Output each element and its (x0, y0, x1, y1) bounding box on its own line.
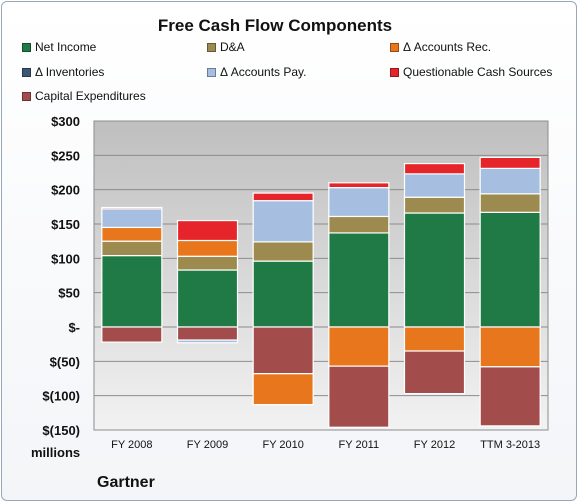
bar-segment-capital-expenditures (101, 326, 163, 343)
bar-segment-net-income (479, 211, 541, 328)
y-tick-label: $50 (58, 286, 80, 301)
x-tick-label: FY 2010 (262, 439, 303, 451)
x-tick-label: FY 2012 (414, 439, 455, 451)
legend-item-net-income: Net Income (22, 40, 96, 54)
legend-label: D&A (220, 40, 245, 54)
bar-segment-capital-expenditures (479, 366, 541, 427)
bar-segment-accounts-pay (101, 208, 163, 229)
x-tick-label: FY 2008 (111, 439, 152, 451)
legend-swatch (390, 67, 399, 77)
x-tick-label: FY 2009 (187, 439, 228, 451)
y-tick-label: $(50) (50, 354, 80, 369)
y-tick-label: $150 (51, 217, 80, 232)
legend-label: Net Income (35, 40, 97, 54)
bar-segment-d-a (176, 255, 239, 271)
bar-segment-questionable-cash-sources (403, 162, 466, 175)
bar-segment-accounts-pay (176, 339, 239, 344)
legend-label: Questionable Cash Sources (403, 65, 553, 79)
legend-swatch (22, 91, 31, 101)
y-tick-label: $(150) (42, 423, 80, 438)
bar-segment-net-income (176, 269, 239, 328)
bar-segment-accounts-rec (101, 226, 163, 242)
x-tick-label: TTM 3-2013 (480, 439, 540, 451)
y-tick-label: $300 (51, 114, 80, 129)
legend-label: Δ Accounts Pay. (220, 65, 307, 79)
legend-item-questionable-cash: Questionable Cash Sources (390, 65, 552, 79)
legend-item-d-and-a: D&A (207, 40, 245, 54)
bar-segment-capital-expenditures (328, 365, 390, 428)
legend-label: Δ Inventories (35, 65, 105, 79)
legend-label: Capital Expenditures (35, 89, 146, 103)
y-tick-label: $- (68, 320, 80, 335)
legend-item-accounts-pay: Δ Accounts Pay. (207, 65, 307, 79)
bar-segment-accounts-rec (403, 326, 466, 352)
legend-swatch (390, 42, 399, 52)
bar-segment-capital-expenditures (403, 350, 466, 395)
bar-segment-questionable-cash-sources (328, 182, 390, 189)
bar-segment-d-a (479, 193, 541, 213)
plot-area (93, 120, 549, 431)
bar-segment-accounts-rec (328, 326, 390, 367)
units-label: millions (31, 445, 81, 460)
y-tick-label: $(100) (42, 389, 80, 404)
bar-segment-accounts-rec (252, 373, 314, 406)
legend-swatch (207, 67, 216, 77)
legend-label: Δ Accounts Rec. (403, 40, 492, 54)
bar-segment-net-income (101, 254, 163, 328)
bar-segment-net-income (403, 212, 466, 328)
bar-segment-capital-expenditures (252, 326, 314, 375)
bar-segment-accounts-rec (479, 326, 541, 368)
brand-label: Gartner (97, 474, 155, 491)
y-tick-label: $100 (51, 251, 80, 266)
bar-segment-net-income (328, 232, 390, 328)
bar-segment-questionable-cash-sources (176, 219, 239, 242)
bar-segment-d-a (101, 240, 163, 257)
bar-segment-accounts-pay (328, 187, 390, 218)
y-tick-label: $200 (51, 183, 80, 198)
legend-item-capex: Capital Expenditures (22, 89, 146, 103)
chart-title: Free Cash Flow Components (157, 16, 393, 35)
bar-segment-questionable-cash-sources (101, 206, 163, 210)
bar-segment-capital-expenditures (176, 326, 239, 341)
legend-swatch (22, 42, 31, 52)
bar-segment-accounts-pay (252, 200, 314, 243)
bar-segment-d-a (252, 241, 314, 262)
bar-segment-accounts-rec (176, 239, 239, 257)
legend-item-inventories: Δ Inventories (22, 65, 104, 79)
y-tick-label: $250 (51, 148, 80, 163)
legend-item-accounts-rec: Δ Accounts Rec. (390, 40, 491, 54)
legend-swatch (22, 67, 31, 77)
bar-segment-d-a (403, 196, 466, 214)
bar-segment-accounts-pay (479, 167, 541, 195)
bar-segment-d-a (328, 215, 390, 234)
bar-segment-net-income (252, 260, 314, 328)
legend-swatch (207, 42, 216, 52)
bar-segment-questionable-cash-sources (252, 192, 314, 202)
bar-segment-accounts-pay (403, 173, 466, 198)
bar-segment-questionable-cash-sources (479, 156, 541, 169)
x-tick-label: FY 2011 (339, 439, 380, 451)
